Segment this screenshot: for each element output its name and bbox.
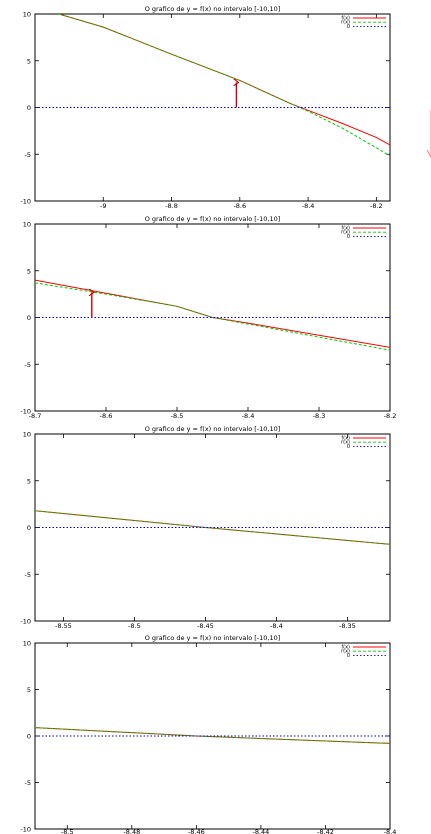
legend-label: r(x) [341, 440, 350, 446]
legend-label: 0 [347, 444, 350, 450]
chart-panel-4: O grafico de y = f(x) no intervalo [-10,… [20, 634, 396, 834]
series-group [35, 279, 390, 351]
series-group [35, 14, 390, 157]
x-tick-label: -8.5 [171, 412, 184, 420]
x-tick-label: -8.55 [55, 622, 72, 630]
chart-title: O grafico de y = f(x) no intervalo [-10,… [145, 634, 281, 642]
series-group [35, 727, 390, 744]
chart-panel-3: O grafico de y = f(x) no intervalo [-10,… [20, 425, 391, 630]
x-tick-label: -8.46 [188, 828, 205, 834]
x-tick-label: -8.4 [302, 202, 315, 210]
y-tick-label: -10 [20, 408, 31, 416]
chart-title: O grafico de y = f(x) no intervalo [-10,… [145, 5, 281, 13]
series-line-rx [35, 282, 390, 351]
y-tick-label: 0 [27, 524, 31, 532]
x-tick-label: -8.48 [123, 828, 140, 834]
chart-panel-2: O grafico de y = f(x) no intervalo [-10,… [20, 215, 396, 420]
y-tick-label: 10 [23, 11, 31, 19]
y-tick-label: -10 [20, 826, 31, 834]
x-tick-label: -8.6 [233, 202, 246, 210]
legend-label: r(x) [341, 649, 350, 655]
chart-title: O grafico de y = f(x) no intervalo [-10,… [145, 215, 281, 223]
x-tick-label: -8.2 [370, 202, 383, 210]
series-line-rx [35, 510, 390, 545]
x-tick-label: -8.44 [252, 828, 269, 834]
series-line-fx [35, 279, 390, 348]
legend-label: 0 [347, 234, 350, 240]
series-group [35, 510, 390, 545]
legend-label: r(x) [341, 230, 350, 236]
chart-panel-1: O grafico de y = f(x) no intervalo [-10,… [20, 5, 391, 210]
x-tick-label: -8.2 [384, 412, 397, 420]
y-tick-label: -10 [20, 198, 31, 206]
legend-label: f(x) [341, 16, 350, 22]
series-line-rx [58, 14, 390, 157]
legend-label: 0 [347, 24, 350, 30]
legend-label: r(x) [341, 20, 350, 26]
y-tick-label: 5 [27, 267, 31, 275]
y-tick-label: -5 [25, 571, 31, 579]
x-tick-label: -8.4 [270, 622, 283, 630]
y-tick-label: 10 [23, 431, 31, 439]
x-tick-label: -8.45 [197, 622, 214, 630]
y-tick-label: 0 [27, 314, 31, 322]
y-tick-label: 10 [23, 221, 31, 229]
side-arrow-head [426, 149, 431, 158]
legend-label: 0 [347, 653, 350, 659]
x-tick-label: -8.4 [384, 828, 397, 834]
chart-title: O grafico de y = f(x) no intervalo [-10,… [145, 425, 281, 433]
x-tick-label: -8.7 [29, 412, 42, 420]
y-tick-label: -5 [25, 779, 31, 787]
series-line-fx [58, 14, 390, 146]
x-tick-label: -8.8 [165, 202, 178, 210]
y-tick-label: -5 [25, 361, 31, 369]
y-tick-label: 5 [27, 57, 31, 65]
x-tick-label: -8.6 [100, 412, 113, 420]
x-tick-label: -8.5 [128, 622, 141, 630]
x-tick-label: -8.5 [61, 828, 74, 834]
y-tick-label: 5 [27, 477, 31, 485]
y-tick-label: 10 [23, 640, 31, 648]
y-tick-label: -10 [20, 618, 31, 626]
x-tick-label: -9 [100, 202, 106, 210]
y-tick-label: -5 [25, 151, 31, 159]
y-tick-label: 0 [27, 733, 31, 741]
legend-label: f(x) [341, 645, 350, 651]
y-tick-label: 0 [27, 104, 31, 112]
side-arrow [426, 110, 431, 158]
legend-label: f(x) [341, 436, 350, 442]
legend-label: f(x) [341, 226, 350, 232]
y-tick-label: 5 [27, 686, 31, 694]
x-tick-label: -8.35 [339, 622, 356, 630]
x-tick-label: -8.3 [313, 412, 326, 420]
x-tick-label: -8.42 [317, 828, 334, 834]
x-tick-label: -8.4 [242, 412, 255, 420]
